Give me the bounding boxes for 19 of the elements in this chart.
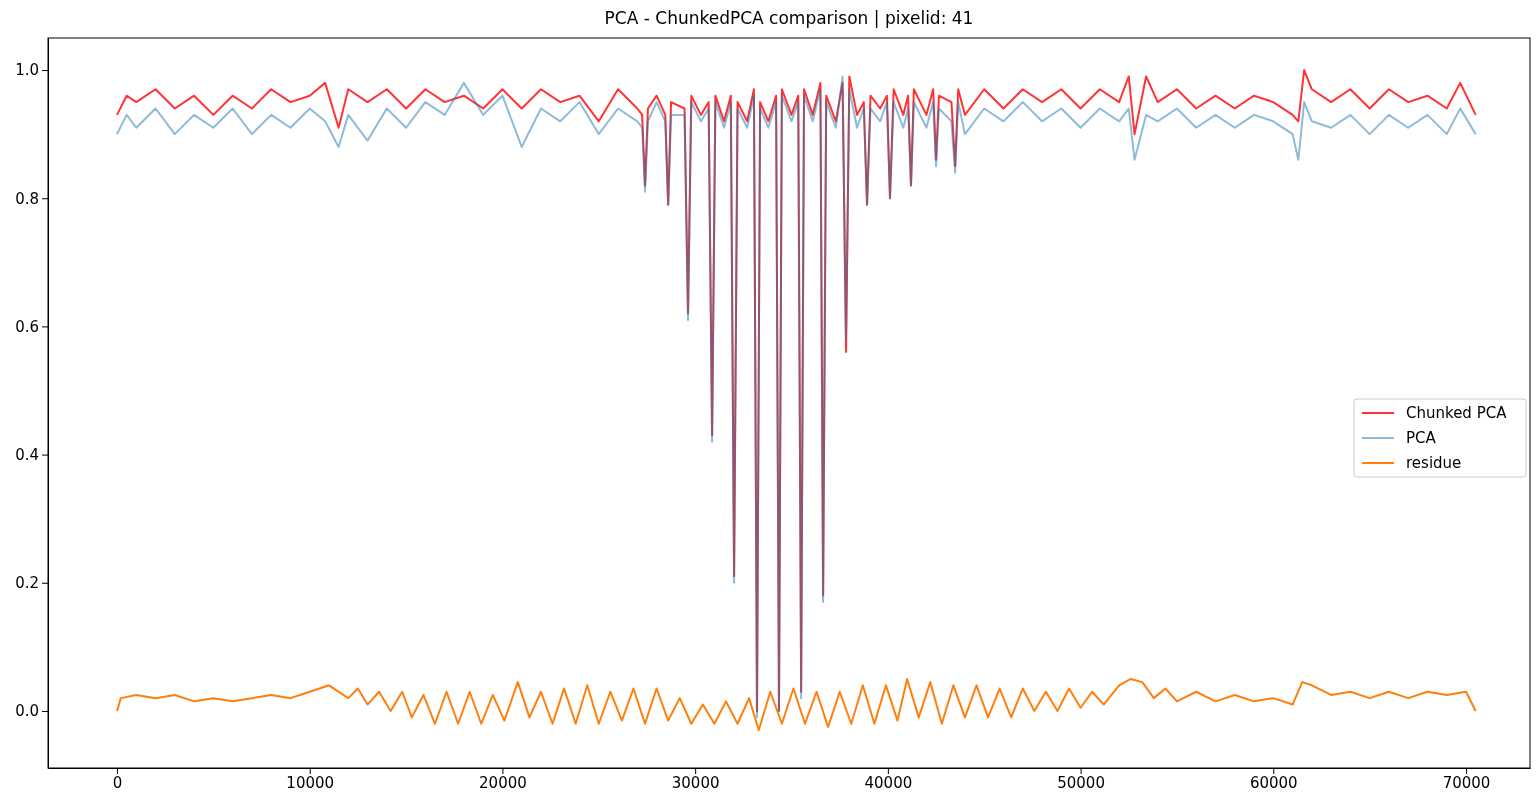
chart-title: PCA - ChunkedPCA comparison | pixelid: 41 bbox=[604, 8, 974, 28]
y-tick-label: 0.2 bbox=[15, 574, 39, 593]
x-tick-label: 40000 bbox=[864, 773, 913, 792]
legend-label: Chunked PCA bbox=[1406, 404, 1508, 422]
y-tick-label: 1.0 bbox=[15, 61, 39, 80]
x-tick-label: 30000 bbox=[671, 773, 720, 792]
legend-label: residue bbox=[1406, 454, 1462, 472]
x-tick-label: 50000 bbox=[1057, 773, 1105, 792]
x-tick-label: 0 bbox=[112, 773, 123, 792]
x-tick-label: 20000 bbox=[479, 773, 527, 792]
y-tick-label: 0.0 bbox=[15, 702, 39, 721]
y-tick-label: 0.4 bbox=[15, 445, 39, 464]
legend-label: PCA bbox=[1406, 429, 1437, 447]
x-tick-label: 10000 bbox=[286, 773, 335, 792]
x-tick-label: 70000 bbox=[1442, 773, 1491, 792]
y-tick-label: 0.8 bbox=[15, 189, 39, 208]
y-tick-label: 0.6 bbox=[15, 317, 39, 336]
x-tick-label: 60000 bbox=[1249, 773, 1298, 792]
line-series bbox=[115, 677, 1477, 732]
